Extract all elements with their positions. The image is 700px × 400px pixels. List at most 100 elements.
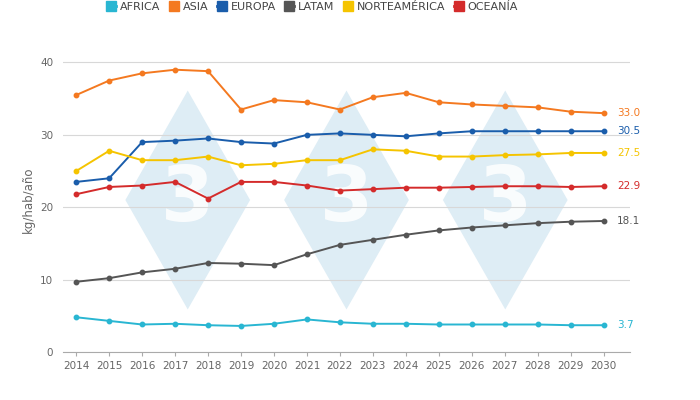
Line: AFRICA: AFRICA <box>74 315 606 328</box>
NORTEAMÉRICA <box>204 154 212 159</box>
AFRICA <box>533 322 542 327</box>
AFRICA <box>566 323 575 328</box>
ASIA <box>402 90 410 95</box>
LATAM <box>138 270 146 275</box>
NORTEAMÉRICA <box>138 158 146 162</box>
LATAM <box>105 276 113 280</box>
LATAM <box>533 221 542 226</box>
NORTEAMÉRICA <box>533 152 542 157</box>
Polygon shape <box>443 90 568 310</box>
NORTEAMÉRICA <box>105 148 113 153</box>
NORTEAMÉRICA <box>435 154 443 159</box>
AFRICA <box>237 324 245 328</box>
NORTEAMÉRICA <box>336 158 344 162</box>
AFRICA <box>105 318 113 323</box>
OCEANÍA <box>435 185 443 190</box>
Legend: AFRICA, ASIA, EUROPA, LATAM, NORTEAMÉRICA, OCEANÍA: AFRICA, ASIA, EUROPA, LATAM, NORTEAMÉRIC… <box>107 2 518 12</box>
OCEANÍA <box>72 192 80 197</box>
LATAM <box>72 279 80 284</box>
Line: LATAM: LATAM <box>74 219 606 284</box>
AFRICA <box>138 322 146 327</box>
Y-axis label: kg/hab/año: kg/hab/año <box>22 167 34 233</box>
Text: 3: 3 <box>320 163 373 237</box>
LATAM <box>336 242 344 247</box>
AFRICA <box>302 317 311 322</box>
AFRICA <box>599 323 608 328</box>
OCEANÍA <box>468 184 476 189</box>
NORTEAMÉRICA <box>171 158 179 162</box>
EUROPA <box>138 140 146 144</box>
Polygon shape <box>125 90 250 310</box>
Text: 33.0: 33.0 <box>617 108 640 118</box>
ASIA <box>336 107 344 112</box>
OCEANÍA <box>599 184 608 189</box>
Polygon shape <box>284 90 409 310</box>
OCEANÍA <box>566 184 575 189</box>
EUROPA <box>72 180 80 184</box>
AFRICA <box>72 315 80 320</box>
EUROPA <box>204 136 212 141</box>
NORTEAMÉRICA <box>369 147 377 152</box>
AFRICA <box>204 323 212 328</box>
ASIA <box>204 69 212 74</box>
LATAM <box>369 238 377 242</box>
NORTEAMÉRICA <box>599 150 608 155</box>
Text: 3: 3 <box>479 163 532 237</box>
EUROPA <box>500 129 509 134</box>
ASIA <box>72 93 80 98</box>
OCEANÍA <box>138 183 146 188</box>
OCEANÍA <box>336 188 344 193</box>
AFRICA <box>402 321 410 326</box>
ASIA <box>566 109 575 114</box>
NORTEAMÉRICA <box>270 162 278 166</box>
ASIA <box>105 78 113 83</box>
AFRICA <box>369 321 377 326</box>
OCEANÍA <box>533 184 542 189</box>
ASIA <box>599 111 608 116</box>
Line: OCEANÍA: OCEANÍA <box>74 180 606 201</box>
OCEANÍA <box>270 180 278 184</box>
EUROPA <box>533 129 542 134</box>
OCEANÍA <box>105 184 113 189</box>
ASIA <box>237 107 245 112</box>
AFRICA <box>468 322 476 327</box>
Text: 22.9: 22.9 <box>617 181 640 191</box>
AFRICA <box>171 321 179 326</box>
AFRICA <box>336 320 344 325</box>
NORTEAMÉRICA <box>566 150 575 155</box>
LATAM <box>204 260 212 265</box>
OCEANÍA <box>237 180 245 184</box>
LATAM <box>566 219 575 224</box>
Line: ASIA: ASIA <box>74 68 606 115</box>
LATAM <box>599 218 608 223</box>
ASIA <box>369 95 377 100</box>
NORTEAMÉRICA <box>72 169 80 174</box>
OCEANÍA <box>302 183 311 188</box>
NORTEAMÉRICA <box>237 163 245 168</box>
ASIA <box>435 100 443 105</box>
LATAM <box>171 266 179 271</box>
EUROPA <box>105 176 113 181</box>
Line: NORTEAMÉRICA: NORTEAMÉRICA <box>74 147 606 173</box>
Text: 3: 3 <box>161 163 214 237</box>
ASIA <box>302 100 311 105</box>
EUROPA <box>336 131 344 136</box>
EUROPA <box>402 134 410 139</box>
NORTEAMÉRICA <box>500 153 509 158</box>
EUROPA <box>599 129 608 134</box>
LATAM <box>500 223 509 228</box>
EUROPA <box>468 129 476 134</box>
EUROPA <box>302 132 311 137</box>
LATAM <box>435 228 443 233</box>
AFRICA <box>500 322 509 327</box>
EUROPA <box>237 140 245 144</box>
LATAM <box>402 232 410 237</box>
EUROPA <box>270 141 278 146</box>
EUROPA <box>435 131 443 136</box>
AFRICA <box>435 322 443 327</box>
ASIA <box>533 105 542 110</box>
LATAM <box>302 252 311 257</box>
OCEANÍA <box>402 185 410 190</box>
EUROPA <box>566 129 575 134</box>
AFRICA <box>270 321 278 326</box>
